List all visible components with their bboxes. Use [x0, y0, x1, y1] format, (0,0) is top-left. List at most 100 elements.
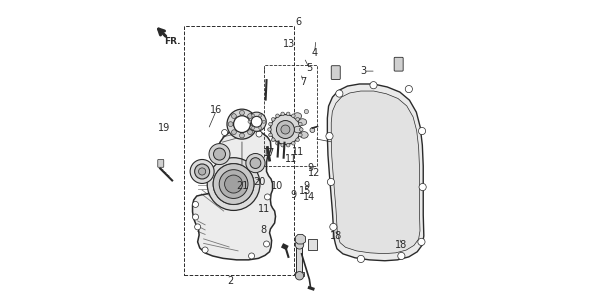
Circle shape — [198, 168, 206, 175]
Circle shape — [214, 148, 225, 160]
Text: 4: 4 — [312, 48, 317, 58]
Text: 16: 16 — [211, 105, 222, 115]
Text: 19: 19 — [158, 123, 170, 133]
Text: 11: 11 — [286, 154, 297, 164]
Bar — [184, 26, 293, 275]
Text: 9: 9 — [303, 182, 309, 191]
Circle shape — [418, 238, 425, 246]
Text: 6: 6 — [295, 17, 301, 27]
Circle shape — [418, 127, 425, 135]
Circle shape — [213, 164, 254, 204]
Circle shape — [240, 110, 244, 115]
Text: FR.: FR. — [164, 37, 181, 46]
Circle shape — [192, 201, 198, 207]
Circle shape — [213, 164, 254, 204]
Text: 11: 11 — [258, 204, 271, 214]
Circle shape — [192, 214, 198, 220]
Circle shape — [330, 223, 337, 231]
Circle shape — [271, 117, 275, 121]
Circle shape — [195, 224, 201, 230]
Text: 10: 10 — [271, 182, 283, 191]
Circle shape — [405, 85, 412, 93]
Circle shape — [227, 109, 257, 139]
Text: 8: 8 — [261, 225, 267, 235]
Circle shape — [264, 194, 270, 200]
Circle shape — [256, 131, 262, 137]
Circle shape — [222, 129, 228, 135]
Circle shape — [219, 170, 248, 198]
Text: 13: 13 — [283, 39, 295, 49]
Circle shape — [264, 241, 270, 247]
Circle shape — [207, 158, 260, 210]
Circle shape — [248, 130, 253, 135]
Circle shape — [304, 110, 309, 114]
Circle shape — [228, 122, 233, 126]
FancyBboxPatch shape — [331, 66, 340, 79]
Text: 17: 17 — [263, 148, 276, 158]
Circle shape — [358, 255, 365, 262]
Circle shape — [251, 114, 254, 117]
Circle shape — [209, 144, 230, 165]
Text: 21: 21 — [236, 182, 248, 191]
Circle shape — [251, 116, 262, 127]
Circle shape — [286, 112, 290, 116]
Circle shape — [263, 120, 266, 123]
Text: 14: 14 — [303, 192, 315, 202]
Circle shape — [248, 120, 251, 123]
Circle shape — [291, 114, 295, 118]
Polygon shape — [296, 234, 306, 244]
Text: 15: 15 — [299, 186, 311, 196]
Circle shape — [276, 141, 279, 145]
Text: 11: 11 — [292, 147, 304, 157]
Circle shape — [271, 138, 275, 141]
Text: 7: 7 — [300, 77, 306, 87]
Text: 9: 9 — [290, 190, 297, 200]
Circle shape — [240, 133, 244, 138]
Text: 9: 9 — [308, 163, 314, 173]
Circle shape — [336, 90, 343, 97]
Circle shape — [281, 125, 290, 134]
Text: 20: 20 — [253, 177, 266, 187]
Ellipse shape — [299, 119, 307, 125]
Circle shape — [202, 247, 208, 253]
FancyBboxPatch shape — [158, 160, 164, 167]
Circle shape — [259, 126, 262, 129]
Circle shape — [268, 122, 273, 126]
Bar — [264, 65, 317, 166]
Text: 12: 12 — [308, 168, 320, 178]
Polygon shape — [331, 91, 420, 254]
Circle shape — [270, 115, 300, 144]
Circle shape — [231, 130, 237, 135]
Bar — [295, 272, 304, 276]
Circle shape — [296, 272, 304, 280]
Circle shape — [310, 128, 315, 132]
Circle shape — [326, 132, 333, 140]
Circle shape — [327, 178, 335, 185]
Bar — [297, 244, 303, 276]
Polygon shape — [192, 127, 276, 260]
Circle shape — [234, 116, 250, 132]
Circle shape — [291, 141, 295, 145]
Circle shape — [370, 82, 377, 89]
Circle shape — [190, 160, 214, 183]
Text: 5: 5 — [306, 63, 313, 73]
Circle shape — [300, 128, 303, 131]
Circle shape — [281, 112, 284, 116]
Circle shape — [296, 241, 304, 249]
Text: 2: 2 — [228, 276, 234, 286]
Circle shape — [248, 253, 254, 259]
Circle shape — [225, 175, 242, 193]
Circle shape — [251, 122, 255, 126]
Circle shape — [296, 138, 299, 141]
Ellipse shape — [293, 113, 301, 119]
Circle shape — [296, 117, 299, 121]
Circle shape — [398, 252, 405, 259]
Circle shape — [299, 122, 302, 126]
Circle shape — [268, 128, 271, 131]
Circle shape — [246, 154, 265, 173]
Ellipse shape — [300, 132, 308, 138]
FancyBboxPatch shape — [394, 57, 403, 71]
Circle shape — [419, 183, 426, 191]
Circle shape — [259, 114, 262, 117]
Text: 3: 3 — [360, 66, 366, 76]
